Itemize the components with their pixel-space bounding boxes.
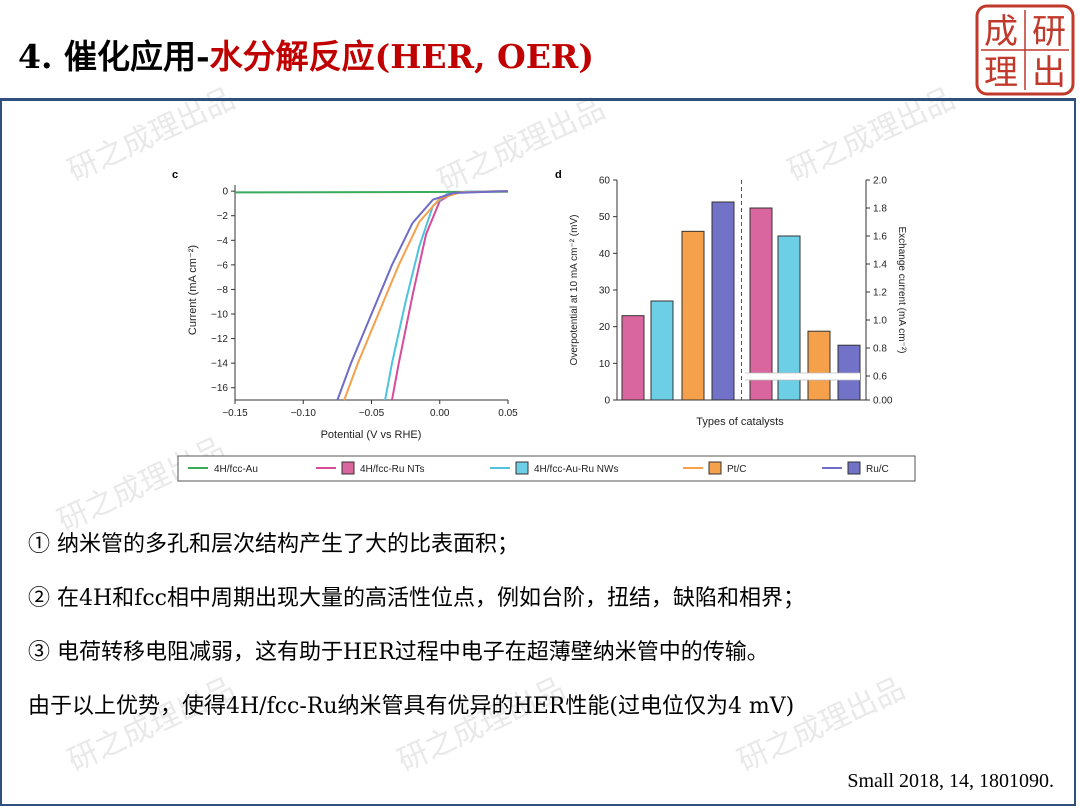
panel-label-c: c	[172, 169, 178, 181]
bullet-1: ① 纳米管的多孔和层次结构产生了大的比表面积；	[28, 532, 519, 557]
y-tick-label-right-d: 0.6	[873, 372, 887, 383]
y-tick-label-c: −2	[217, 211, 229, 222]
content-frame	[0, 98, 1076, 806]
y-tick-label-c: −16	[211, 383, 228, 394]
y-tick-label-right-d: 1.4	[873, 260, 887, 271]
legend-swatch-box	[341, 461, 355, 475]
legend-swatch-box	[847, 461, 861, 475]
bar-overpotential-1	[650, 300, 674, 401]
x-tick-label-c: 0.05	[498, 408, 518, 419]
x-tick-label-c: 0.00	[430, 408, 450, 419]
bar-exchange-current-2	[807, 330, 831, 401]
y-tick-label-d: 30	[599, 286, 611, 297]
logo-char: 研	[1032, 12, 1066, 52]
chart-c: c 0 −2 −4 −6 −8 −10 −12 −14 −16 −0.15 −0.10 −0.05 0.…	[172, 169, 518, 441]
bar-overpotential-2	[681, 230, 705, 401]
series-line-pt-c	[343, 190, 509, 401]
y-axis-label-d: Overpotential at 10 mA cm⁻² (mV)	[569, 215, 580, 366]
y-tick-label-c: −4	[217, 236, 229, 247]
x-tick-label-c: −0.10	[291, 408, 317, 419]
legend-label: 4H/fcc-Au	[214, 464, 258, 475]
y-tick-label-c: −8	[217, 285, 229, 296]
title-bar: 4. 催化应用-水分解反应(HER, OER)	[0, 0, 1080, 100]
bar-exchange-current-0	[749, 207, 773, 401]
y-tick-label-c: −6	[217, 260, 229, 271]
logo-char: 成	[984, 12, 1018, 52]
y-tick-label-c: −10	[211, 310, 228, 321]
legend-swatch-box	[515, 461, 529, 475]
legend-box	[177, 455, 916, 482]
bullet-3: ③ 电荷转移电阻减弱，这有助于HER过程中电子在超薄壁纳米管中的传输。	[28, 640, 769, 665]
logo-char: 理	[984, 53, 1018, 93]
y-tick-label-d: 50	[599, 212, 611, 223]
x-tick-label-c: −0.05	[359, 408, 385, 419]
x-axis-label-d: Types of catalysts	[696, 416, 784, 428]
panel-label-d: d	[555, 169, 562, 181]
title-highlight: 水分解反应(HER, OER)	[209, 37, 594, 76]
y-tick-label-right-d: 1.2	[873, 288, 887, 299]
bullet-2: ② 在4H和fcc相中周期出现大量的高活性位点，例如台阶，扭结，缺陷和相界；	[28, 586, 805, 611]
logo-char: 出	[1032, 53, 1066, 93]
y-tick-label-c: 0	[222, 187, 228, 198]
chart-d: d 0 10 20 30 40 50 60 0.00 0.6 0.8 1.0 1.2 1.4 1.6 1.8…	[555, 169, 907, 428]
y-tick-label-right-d: 0.00	[873, 396, 893, 407]
series-line-4h-fcc-ru-nts	[391, 190, 509, 401]
bar-exchange-current-1	[777, 235, 801, 401]
legend: 4H/fcc-Au 4H/fcc-Ru NTs 4H/fcc-Au-Ru NWs Pt…	[177, 455, 916, 482]
y-tick-label-d: 20	[599, 322, 611, 333]
legend-swatch-box	[708, 461, 722, 475]
series-line-ru-c	[336, 190, 509, 401]
legend-label: Ru/C	[866, 464, 889, 475]
y-tick-label-right-d: 0.8	[873, 344, 887, 355]
y-axis-label-right-d: Exchange current (mA cm⁻²)	[896, 227, 907, 354]
y-tick-label-right-d: 1.8	[873, 204, 887, 215]
y-tick-label-right-d: 2.0	[873, 176, 887, 187]
x-axis-label-c: Potential (V vs RHE)	[321, 429, 422, 441]
y-tick-label-d: 60	[599, 176, 611, 187]
page-title: 4. 催化应用-水分解反应(HER, OER)	[18, 30, 594, 78]
series-line-4h-fcc-au-ru-nws	[384, 190, 509, 401]
bullet-4: 由于以上优势，使得4H/fcc-Ru纳米管具有优异的HER性能(过电位仅为4 m…	[28, 694, 795, 719]
y-tick-label-c: −14	[211, 359, 228, 370]
y-tick-label-d: 10	[599, 359, 611, 370]
bar-overpotential-3	[711, 201, 735, 401]
legend-label: Pt/C	[727, 464, 746, 475]
y-tick-label-c: −12	[211, 334, 228, 345]
y-tick-label-d: 0	[604, 396, 610, 407]
title-prefix: 4. 催化应用-	[18, 37, 210, 76]
y-axis-label-c: Current (mA cm⁻²)	[187, 245, 199, 335]
bar-overpotential-0	[621, 315, 645, 401]
axis-break-band	[745, 373, 860, 380]
x-tick-label-c: −0.15	[222, 408, 248, 419]
legend-label: 4H/fcc-Au-Ru NWs	[534, 464, 618, 475]
logo: 成 研 理 出	[975, 4, 1075, 96]
reference: Small 2018, 14, 1801090.	[847, 770, 1054, 792]
legend-label: 4H/fcc-Ru NTs	[360, 464, 424, 475]
y-tick-label-d: 40	[599, 249, 611, 260]
y-tick-label-right-d: 1.6	[873, 232, 887, 243]
y-tick-label-right-d: 1.0	[873, 316, 887, 327]
